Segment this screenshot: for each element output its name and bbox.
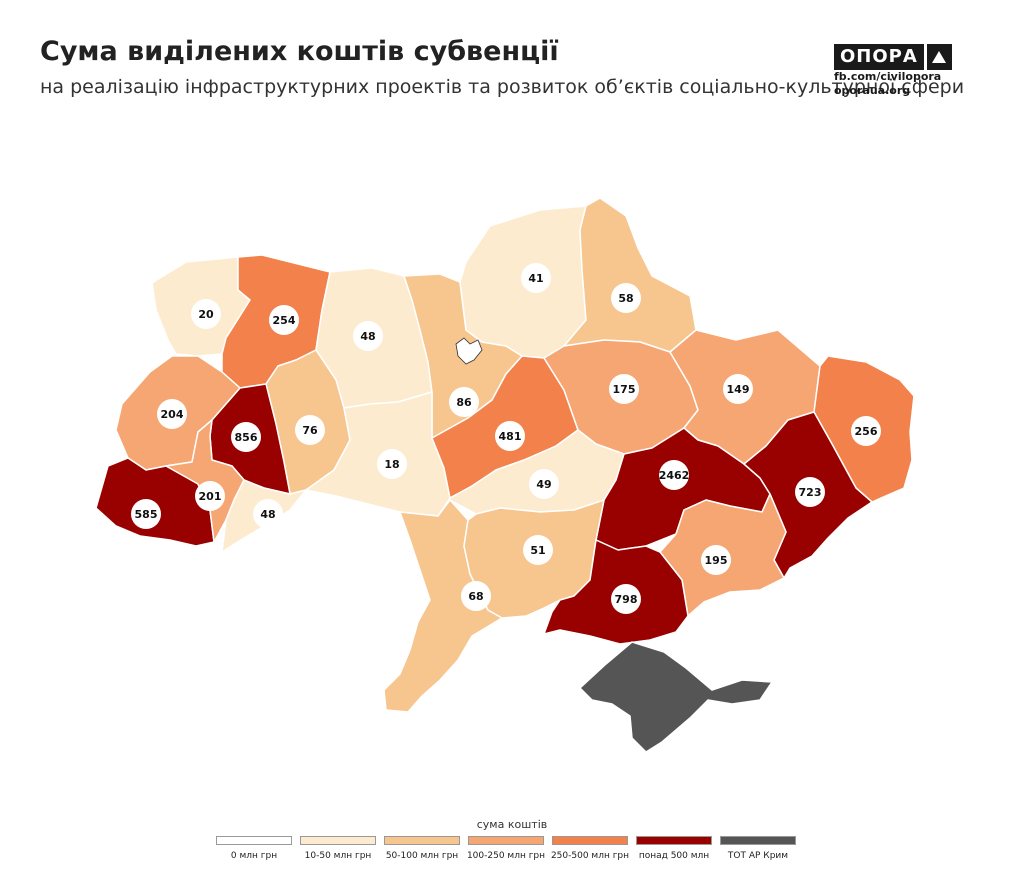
value-label-chernivtsi: 48 (260, 508, 275, 521)
value-label-poltava: 175 (613, 383, 636, 396)
legend-item: 50-100 млн грн (380, 836, 464, 861)
value-badge-ternopil (295, 415, 325, 445)
brand-block: ОПОРА fb.com/civilopora oporaua.org (834, 44, 952, 98)
legend-swatch (636, 836, 712, 845)
value-label-luhansk: 256 (855, 425, 878, 438)
value-badge-kherson (611, 584, 641, 614)
legend-item: понад 500 млн (632, 836, 716, 861)
legend-swatch (720, 836, 796, 845)
legend-label: ТОТ АР Крим (727, 851, 789, 861)
brand-facebook-link[interactable]: fb.com/civilopora (834, 70, 942, 83)
value-badge-rivne (269, 305, 299, 335)
legend-swatch (300, 836, 376, 845)
value-badge-zakarpattia (131, 499, 161, 529)
value-badge-kyiv-oblast (449, 387, 479, 417)
value-label-cherkasy: 481 (499, 430, 522, 443)
value-label-kherson: 798 (615, 593, 638, 606)
value-badge-kharkiv (723, 374, 753, 404)
legend-swatch (468, 836, 544, 845)
legend-label: 0 млн грн (230, 851, 278, 861)
legend-swatch (216, 836, 292, 845)
value-badge-donetsk (795, 477, 825, 507)
value-label-mykolaiv: 51 (530, 544, 545, 557)
legend: 0 млн грн 10-50 млн грн 50-100 млн грн 100-… (212, 836, 800, 861)
value-label-kirovohrad: 49 (536, 478, 551, 491)
brand-name: ОПОРА (834, 44, 924, 70)
value-label-rivne: 254 (273, 314, 296, 327)
value-badge-chernivtsi (253, 499, 283, 529)
region-ivano-frankivsk[interactable] (165, 419, 245, 543)
value-badge-zaporizhzhia (701, 545, 731, 575)
value-badge-poltava (609, 374, 639, 404)
legend-item: 10-50 млн грн (296, 836, 380, 861)
map-subtitle: на реалізацію інфраструктурних проектів … (40, 76, 965, 98)
value-badge-volyn (191, 299, 221, 329)
value-label-odesa: 68 (468, 590, 483, 603)
brand-logo: ОПОРА (834, 44, 952, 70)
value-badge-chernihiv (521, 263, 551, 293)
value-label-khmelnytskyi: 856 (235, 431, 258, 444)
legend-label: понад 500 млн (638, 851, 710, 861)
value-badge-khmelnytskyi (231, 422, 261, 452)
value-badge-mykolaiv (523, 535, 553, 565)
map-title: Сума виділених коштів субвенції (40, 36, 559, 67)
value-label-lviv: 204 (161, 408, 184, 421)
value-label-vinnytsia: 18 (384, 458, 399, 471)
value-badge-ivano-frankivsk (195, 481, 225, 511)
legend-label: 50-100 млн грн (385, 851, 459, 861)
value-label-ivano-frankivsk: 201 (199, 490, 222, 503)
triangle-icon (926, 44, 952, 70)
legend-swatch (552, 836, 628, 845)
region-crimea[interactable] (579, 641, 773, 753)
value-label-chernihiv: 41 (528, 272, 543, 285)
value-badge-lviv (157, 399, 187, 429)
legend-label: 100-250 млн грн (466, 851, 546, 861)
value-badge-zhytomyr (353, 321, 383, 351)
value-label-donetsk: 723 (799, 486, 822, 499)
legend-item: ТОТ АР Крим (716, 836, 800, 861)
value-label-kyiv-oblast: 86 (456, 396, 472, 409)
region-kyiv-city[interactable] (455, 337, 483, 365)
value-badge-vinnytsia (377, 449, 407, 479)
value-label-zaporizhzhia: 195 (705, 554, 728, 567)
legend-swatch (384, 836, 460, 845)
legend-item: 0 млн грн (212, 836, 296, 861)
value-badge-cherkasy (495, 421, 525, 451)
legend-label: 10-50 млн грн (304, 851, 372, 861)
value-badge-dnipropetrovsk (659, 460, 689, 490)
value-badge-kirovohrad (529, 469, 559, 499)
value-badge-luhansk (851, 416, 881, 446)
value-label-zhytomyr: 48 (360, 330, 375, 343)
legend-label: 250-500 млн грн (550, 851, 630, 861)
value-badge-sumy (611, 283, 641, 313)
value-badge-odesa (461, 581, 491, 611)
value-label-dnipropetrovsk: 2462 (659, 469, 690, 482)
region-sumy[interactable] (563, 197, 697, 353)
legend-title: сума коштів (476, 818, 548, 831)
legend-item: 250-500 млн грн (548, 836, 632, 861)
value-label-volyn: 20 (198, 308, 214, 321)
value-label-zakarpattia: 585 (135, 508, 158, 521)
legend-item: 100-250 млн грн (464, 836, 548, 861)
value-label-sumy: 58 (618, 292, 633, 305)
value-label-ternopil: 76 (302, 424, 318, 437)
brand-website-link[interactable]: oporaua.org (834, 84, 911, 97)
value-label-kharkiv: 149 (727, 383, 750, 396)
